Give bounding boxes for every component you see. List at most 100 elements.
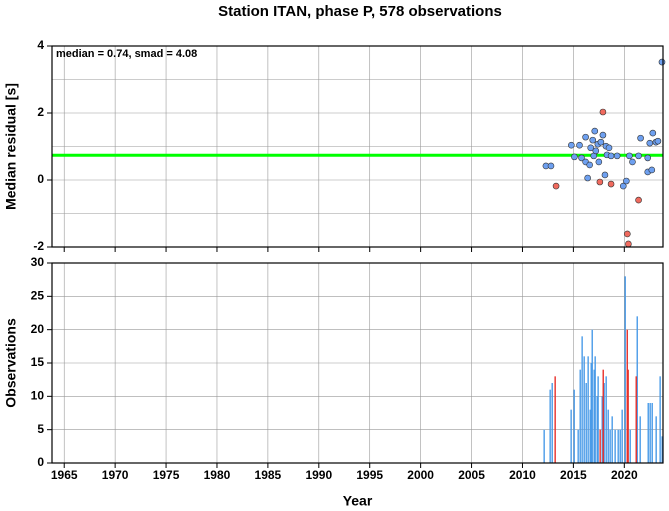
bar bbox=[602, 369, 604, 463]
point bbox=[599, 131, 607, 139]
bar bbox=[583, 356, 585, 463]
bar bbox=[651, 403, 653, 463]
x-tick-label: 2005 bbox=[458, 468, 485, 482]
point bbox=[605, 144, 613, 152]
point bbox=[607, 152, 615, 160]
point bbox=[635, 152, 642, 160]
x-tick-label: 1995 bbox=[356, 468, 383, 482]
bar bbox=[590, 363, 592, 463]
x-tick-label: 1970 bbox=[102, 468, 129, 482]
point bbox=[601, 171, 609, 179]
y-tick-label: 0 bbox=[37, 172, 44, 186]
x-tick-label: 1965 bbox=[51, 468, 78, 482]
bar bbox=[594, 356, 596, 463]
point bbox=[547, 162, 555, 170]
y-axis-label: Observations bbox=[3, 318, 19, 408]
bar bbox=[570, 409, 572, 463]
bar bbox=[611, 416, 613, 463]
bar bbox=[614, 429, 616, 463]
y-tick-label: 2 bbox=[37, 105, 44, 119]
bar bbox=[585, 383, 587, 463]
point bbox=[658, 58, 666, 66]
x-axis-label: Year bbox=[343, 493, 373, 509]
point bbox=[571, 153, 578, 161]
point bbox=[586, 161, 593, 169]
point bbox=[644, 154, 652, 162]
y-tick-label: 25 bbox=[31, 289, 45, 303]
bar bbox=[603, 383, 605, 463]
point bbox=[576, 141, 583, 149]
bar bbox=[619, 429, 621, 463]
x-tick-label: 1975 bbox=[153, 468, 180, 482]
bar bbox=[593, 369, 595, 463]
point bbox=[597, 138, 605, 146]
point bbox=[649, 129, 657, 137]
bar bbox=[543, 429, 545, 463]
bar bbox=[661, 436, 663, 463]
x-tick-label: 2010 bbox=[509, 468, 536, 482]
bar bbox=[579, 369, 581, 463]
point bbox=[589, 136, 597, 144]
bar bbox=[626, 329, 628, 463]
bar bbox=[655, 416, 657, 463]
bar bbox=[599, 429, 601, 463]
bar bbox=[596, 396, 598, 463]
y-tick-label: 10 bbox=[31, 389, 45, 403]
bar bbox=[597, 376, 599, 463]
bar bbox=[581, 336, 583, 463]
y-axis-label: Median residual [s] bbox=[3, 83, 19, 210]
point bbox=[592, 147, 600, 155]
bar bbox=[647, 403, 649, 463]
point bbox=[648, 166, 656, 174]
x-tick-label: 1990 bbox=[305, 468, 332, 482]
point bbox=[584, 174, 591, 182]
bar bbox=[577, 429, 579, 463]
y-tick-label: -2 bbox=[33, 239, 44, 253]
y-tick-label: 20 bbox=[31, 322, 45, 336]
point bbox=[619, 182, 627, 190]
point bbox=[578, 154, 585, 162]
bar bbox=[554, 376, 556, 463]
chart-title: Station ITAN, phase P, 578 observations bbox=[218, 3, 502, 20]
x-tick-label: 2020 bbox=[611, 468, 638, 482]
point bbox=[646, 139, 654, 147]
point bbox=[654, 137, 662, 145]
y-tick-label: 5 bbox=[37, 422, 44, 436]
point bbox=[591, 127, 599, 135]
bar bbox=[551, 383, 553, 463]
point bbox=[623, 177, 630, 185]
bar bbox=[589, 409, 591, 463]
point bbox=[637, 134, 644, 142]
x-tick-label: 2000 bbox=[407, 468, 434, 482]
bar bbox=[621, 409, 623, 463]
bar bbox=[573, 389, 575, 463]
bar bbox=[617, 429, 619, 463]
bar bbox=[605, 376, 607, 463]
x-tick-label: 1980 bbox=[204, 468, 231, 482]
point bbox=[626, 152, 633, 160]
bar bbox=[609, 429, 611, 463]
point bbox=[635, 196, 642, 204]
x-tick-label: 1985 bbox=[255, 468, 282, 482]
y-tick-label: 0 bbox=[37, 455, 44, 469]
bar bbox=[639, 416, 641, 463]
bar bbox=[607, 409, 609, 463]
bar bbox=[624, 276, 626, 463]
x-tick-label: 2015 bbox=[560, 468, 587, 482]
point bbox=[568, 141, 575, 149]
point bbox=[625, 240, 632, 248]
y-tick-label: 15 bbox=[31, 355, 45, 369]
y-tick-label: 4 bbox=[37, 38, 44, 52]
bar bbox=[601, 396, 603, 463]
y-tick-label: 30 bbox=[31, 255, 45, 269]
annotation: median = 0.74, smad = 4.08 bbox=[56, 48, 197, 60]
point bbox=[552, 182, 560, 190]
point bbox=[587, 144, 594, 152]
point bbox=[624, 230, 631, 238]
bar bbox=[636, 316, 638, 463]
point bbox=[596, 178, 604, 186]
point bbox=[595, 158, 603, 166]
point bbox=[582, 133, 589, 141]
bar bbox=[591, 329, 593, 463]
